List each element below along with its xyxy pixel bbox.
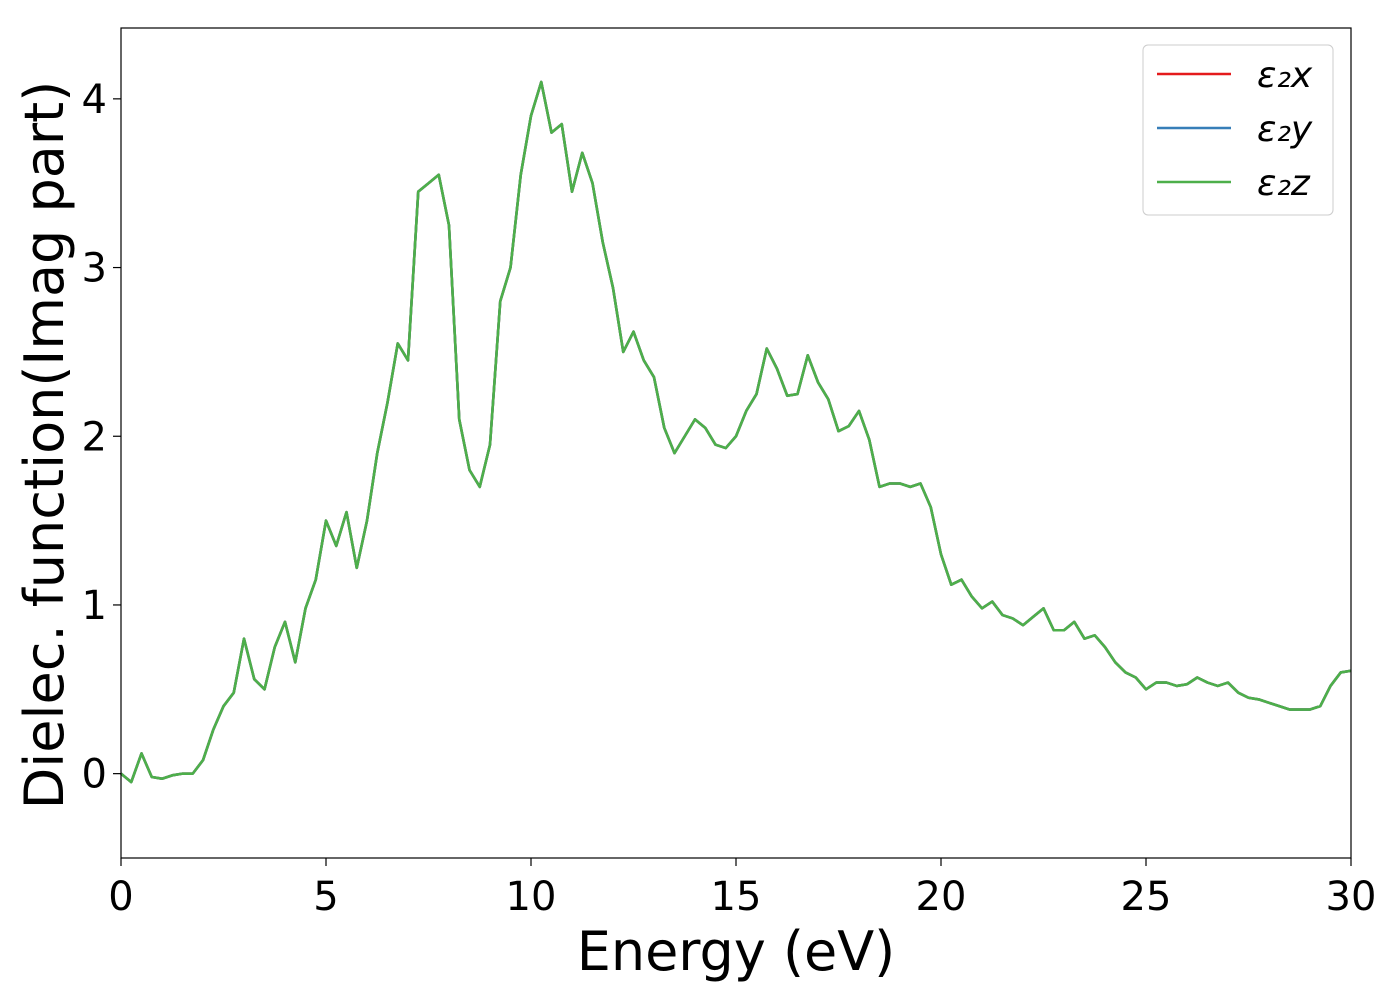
x-tick-label: 20 <box>916 874 967 920</box>
x-tick-label: 10 <box>506 874 557 920</box>
y-axis-label: Dielec. function(Imag part) <box>13 81 76 810</box>
y-tick-label: 3 <box>82 246 107 292</box>
y-tick-label: 2 <box>82 414 107 460</box>
x-tick-label: 15 <box>711 874 762 920</box>
x-tick-label: 25 <box>1121 874 1172 920</box>
x-tick-label: 5 <box>313 874 338 920</box>
y-tick-label: 4 <box>82 77 107 123</box>
plot-frame <box>120 27 1352 859</box>
legend-label: ε₂x <box>1257 55 1313 96</box>
data-line <box>120 80 1352 784</box>
legend-box <box>1142 44 1334 216</box>
y-tick-label: 1 <box>82 583 107 629</box>
y-tick-label: 0 <box>82 752 107 798</box>
legend-label: ε₂y <box>1257 109 1313 150</box>
x-axis-label: Energy (eV) <box>577 920 896 983</box>
legend-label: ε₂z <box>1257 163 1311 204</box>
x-tick-label: 30 <box>1326 874 1377 920</box>
x-tick-label: 0 <box>108 874 133 920</box>
